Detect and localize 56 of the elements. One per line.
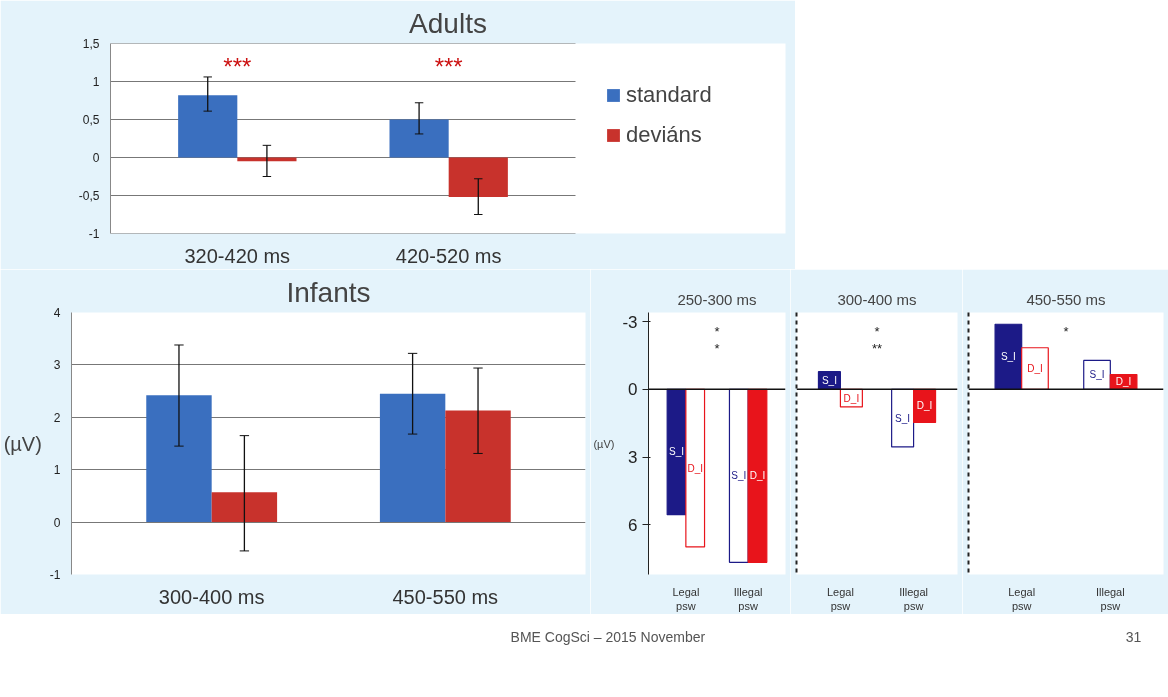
y-tick-label: 0,5 [82, 113, 100, 127]
x-tick-label: Legal psw [1008, 585, 1036, 612]
text: S_I [895, 412, 911, 424]
x-tick-label: 300-400 ms [158, 585, 265, 608]
series-label: D_I [1115, 376, 1132, 388]
x-tick-label: 420-520 ms [395, 244, 502, 267]
text: D_I [916, 400, 933, 412]
x-tick-label: Legal psw [826, 585, 854, 612]
chart-title: Adults [409, 7, 487, 39]
text: 31 [1125, 629, 1142, 645]
y-tick-label: 0 [92, 151, 100, 165]
annotation: * [874, 323, 880, 339]
annotation: * [714, 323, 720, 339]
annotation: ** [871, 340, 883, 356]
x-tick-label: 450-550 ms [392, 585, 499, 608]
y-tick-label: 6 [628, 515, 638, 535]
y-axis-title: (µV) [593, 437, 615, 450]
legend-label: deviáns [626, 122, 702, 148]
text: S_I [1089, 369, 1105, 381]
x-tick-label: Illegal psw [899, 585, 928, 612]
y-tick-label: 0 [628, 380, 638, 400]
y-tick-label: 0 [53, 515, 61, 530]
chart-title: 300-400 ms [837, 290, 917, 308]
y-tick-label: -3 [622, 312, 638, 332]
annotation: *** [223, 52, 252, 80]
chart-title: 450-550 ms [1026, 290, 1106, 308]
chart-title: Infants [286, 276, 371, 308]
annotation: * [714, 340, 720, 356]
text: D_I [749, 470, 766, 482]
text: S_I [731, 470, 747, 482]
y-tick-label: 4 [53, 306, 61, 320]
x-tick-label: 320-420 ms [184, 244, 291, 267]
series-label: S_I [821, 374, 837, 386]
y-tick-label: -1 [49, 568, 61, 582]
annotation: *** [434, 52, 463, 80]
x-tick-label: Legal psw [672, 585, 700, 612]
y-tick-label: -1 [88, 227, 100, 241]
text: BME CogSci – 2015 November [510, 629, 706, 645]
x-tick-label: Illegal psw [1095, 585, 1125, 612]
chart-title: 250-300 ms [677, 290, 757, 308]
legend-label: standard [626, 82, 712, 108]
y-axis-title: (µV) [3, 432, 42, 455]
y-tick-label: 3 [628, 448, 638, 468]
y-tick-label: 1 [92, 75, 100, 89]
y-tick-label: 2 [53, 410, 61, 425]
series-label: D_I [687, 462, 703, 474]
y-tick-label: 3 [53, 358, 61, 373]
y-tick-label: -0,5 [78, 189, 100, 203]
y-tick-label: 1,5 [82, 37, 100, 51]
annotation: * [1063, 323, 1069, 339]
text: D_I [1027, 363, 1043, 375]
series-label: D_I [843, 392, 860, 404]
x-tick-label: Illegal psw [733, 585, 763, 612]
series-label: S_I [669, 446, 685, 458]
series-label: S_I [1000, 351, 1016, 363]
y-tick-label: 1 [53, 463, 61, 478]
